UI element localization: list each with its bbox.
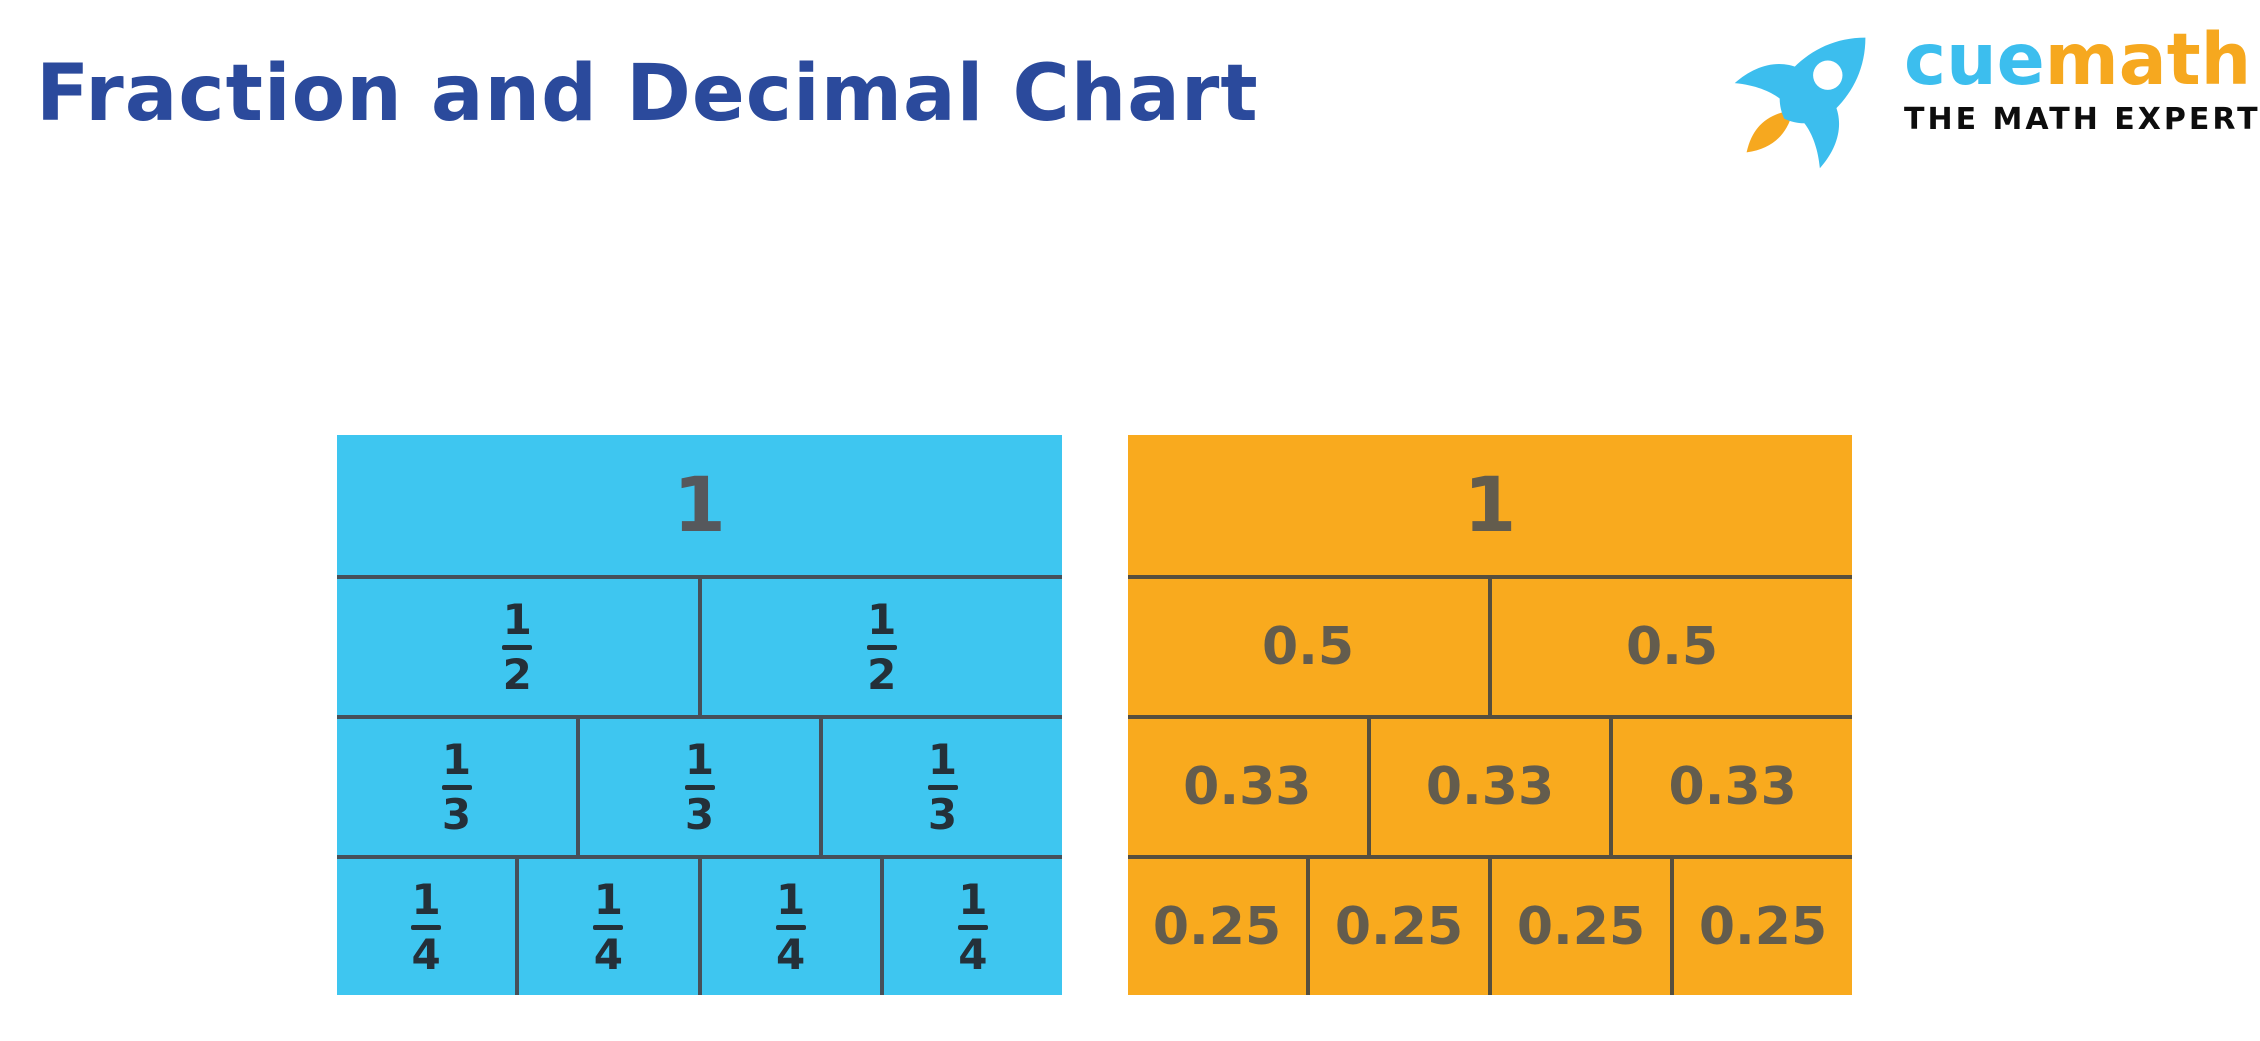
value-label: 0.33 [1183,757,1312,817]
value-label: 0.25 [1698,897,1828,957]
fraction-numerator: 1 [411,874,441,924]
fraction-denominator: 4 [958,929,988,979]
fraction-denominator: 4 [593,929,623,979]
rocket-icon [1734,37,1866,169]
strip-row-1: 1 [337,435,1062,575]
strip-cell: 0.25 [1128,859,1306,995]
fraction-denominator: 4 [411,929,441,979]
fraction-numerator: 1 [958,874,988,924]
fraction-denominator: 3 [684,789,715,839]
strip-cell: 0.25 [1488,859,1670,995]
fraction-bar [775,924,806,930]
brand-tagline: THE MATH EXPERT [1904,102,2260,137]
fraction-bar [502,644,533,650]
value-label: 1 [1463,460,1517,549]
decimal-strip-chart: 1 0.5 0.5 0.33 0.33 0.33 0.25 0.25 0.25 0.25 [1128,435,1852,995]
brand-text: cuemath THE MATH EXPERT [1904,24,2260,135]
strip-cell: 0.33 [1128,719,1367,855]
strip-cell: 0.33 [1366,719,1610,855]
fraction-denominator: 3 [927,789,958,839]
fraction-bar [593,924,624,930]
fraction-numerator: 1 [867,594,897,644]
value-label: 0.33 [1425,757,1555,817]
brand-math: math [2044,18,2252,101]
fraction-denominator: 3 [441,789,472,839]
value-label: 0.25 [1334,897,1464,957]
strip-cell: 1 [337,435,1062,575]
fraction-numerator: 1 [776,874,806,924]
fraction-bar [927,784,958,790]
fraction-numerator: 1 [684,734,715,784]
strip-cell: 0.5 [1128,579,1488,715]
brand-cue: cue [1904,18,2045,101]
strip-cell: 0.25 [1670,859,1852,995]
fraction-numerator: 1 [441,734,472,784]
fraction-numerator: 1 [593,874,623,924]
strip-row-3: 0.33 0.33 0.33 [1128,715,1852,855]
strip-row-4: 0.25 0.25 0.25 0.25 [1128,855,1852,995]
fraction-numerator: 1 [927,734,958,784]
strip-cell: 0.33 [1609,719,1852,855]
strip-cell: 0.25 [1306,859,1488,995]
fraction-bar [441,784,472,790]
value-label: 0.5 [1261,617,1355,677]
strip-cell: 1 [1128,435,1852,575]
page-title: Fraction and Decimal Chart [36,49,1259,139]
fraction-bar [684,784,715,790]
value-label: 0.5 [1625,617,1719,677]
value-label: 0.25 [1152,897,1282,957]
fraction-denominator: 2 [502,649,532,699]
fraction-numerator: 1 [502,594,532,644]
value-label: 1 [673,460,726,549]
cuemath-logo: cuemath THE MATH EXPERT [1712,8,2260,188]
strip-row-1: 1 [1128,435,1852,575]
value-label: 0.33 [1668,757,1797,817]
fraction-denominator: 4 [776,929,806,979]
strip-row-2: 0.5 0.5 [1128,575,1852,715]
fraction-denominator: 2 [867,649,897,699]
fraction-bar [957,924,988,930]
strip-cell: 0.5 [1488,579,1852,715]
fraction-bar [411,924,442,930]
value-label: 0.25 [1516,897,1646,957]
fraction-bar [866,644,897,650]
